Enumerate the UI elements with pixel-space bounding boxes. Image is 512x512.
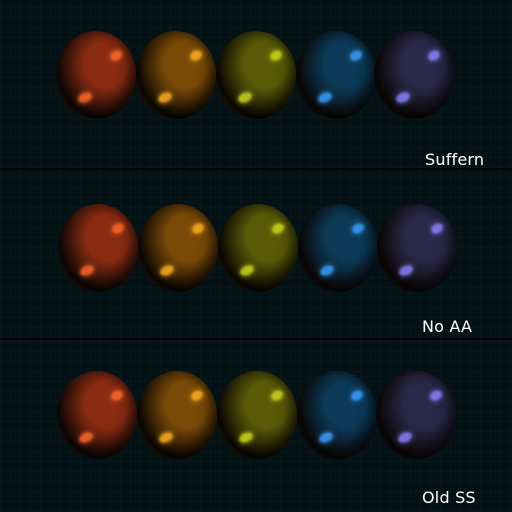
specular-highlight	[108, 48, 124, 63]
specular-highlight	[268, 48, 284, 63]
sphere-yellow-green	[218, 204, 298, 292]
specular-highlight	[109, 388, 125, 403]
specular-highlight	[426, 48, 442, 63]
specular-highlight	[397, 263, 415, 278]
specular-highlight	[156, 90, 174, 105]
specular-highlight	[316, 90, 334, 105]
specular-highlight	[318, 263, 336, 278]
specular-highlight	[77, 430, 95, 445]
sphere-yellow-green	[216, 31, 296, 119]
sphere-orange	[138, 204, 218, 292]
specular-highlight	[238, 263, 256, 278]
sphere-purple	[377, 204, 457, 292]
specular-highlight	[237, 430, 255, 445]
sphere-purple	[374, 31, 454, 119]
panel-label: Suffern	[425, 150, 485, 168]
sphere-orange	[137, 371, 217, 459]
panel-label: Old SS	[422, 488, 476, 507]
specular-highlight	[270, 221, 286, 236]
sphere-blue	[297, 371, 377, 459]
sphere-purple	[376, 371, 456, 459]
specular-highlight	[349, 388, 365, 403]
specular-highlight	[188, 48, 204, 63]
specular-highlight	[157, 430, 175, 445]
specular-highlight	[236, 90, 254, 105]
specular-highlight	[348, 48, 364, 63]
sphere-orange	[136, 31, 216, 119]
render-panel-no-aa: No AA	[0, 170, 512, 338]
sphere-red	[57, 371, 137, 459]
sphere-red	[56, 31, 136, 119]
specular-highlight	[189, 388, 205, 403]
specular-highlight	[78, 263, 96, 278]
render-panel-old-ss: Old SS	[0, 339, 512, 512]
specular-highlight	[317, 430, 335, 445]
specular-highlight	[110, 221, 126, 236]
specular-highlight	[269, 388, 285, 403]
specular-highlight	[429, 221, 445, 236]
specular-highlight	[158, 263, 176, 278]
specular-highlight	[394, 90, 412, 105]
sphere-blue	[296, 31, 376, 119]
specular-highlight	[350, 221, 366, 236]
specular-highlight	[76, 90, 94, 105]
panel-label: No AA	[422, 317, 473, 336]
render-panel-suffern: Suffern	[0, 0, 512, 168]
specular-highlight	[190, 221, 206, 236]
sphere-blue	[298, 204, 378, 292]
specular-highlight	[428, 388, 444, 403]
sphere-red	[58, 204, 138, 292]
specular-highlight	[396, 430, 414, 445]
sphere-yellow-green	[217, 371, 297, 459]
